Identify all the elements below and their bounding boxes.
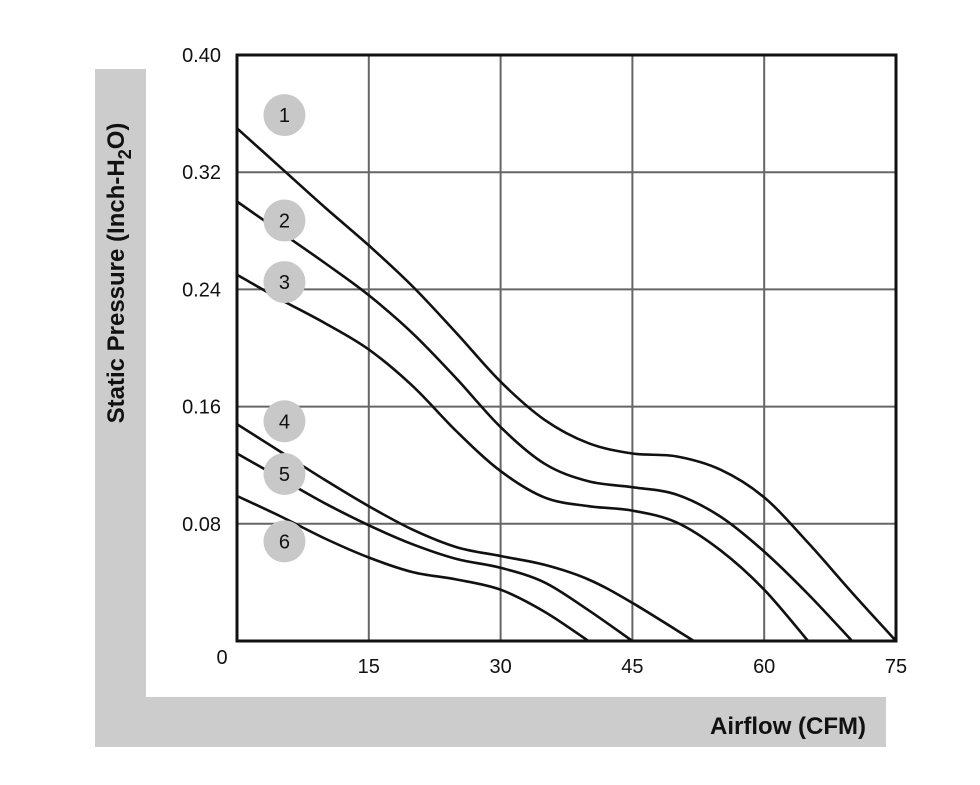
curve-badge-5 xyxy=(263,452,306,495)
x-axis-title: Airflow (CFM) xyxy=(710,713,866,740)
series-line-4 xyxy=(235,422,696,643)
series-line-2 xyxy=(235,200,854,643)
y-tick-label: 0.16 xyxy=(182,397,221,419)
y-tick-labels: 0.40 0.32 0.24 0.16 0.08 xyxy=(182,45,221,536)
curve-badge-6 xyxy=(263,520,306,563)
curve-badge-label: 6 xyxy=(279,531,290,553)
x-tick-label: 45 xyxy=(621,656,643,678)
axis-title-band xyxy=(95,69,886,747)
grid xyxy=(237,55,896,641)
y-axis-band xyxy=(95,69,146,747)
x-tick-label: 0 xyxy=(216,647,227,669)
curve-badges: 1 2 3 4 5 6 xyxy=(263,94,306,563)
y-axis-title: Static Pressure (Inch-H2O) xyxy=(103,123,135,424)
series-layer xyxy=(235,127,898,643)
curve-badge-label: 1 xyxy=(279,105,290,127)
x-tick-label: 75 xyxy=(885,656,907,678)
curve-badge-label: 3 xyxy=(279,272,290,294)
y-axis-title-end: O) xyxy=(103,123,130,150)
series-line-3 xyxy=(235,273,810,643)
curve-badge-4 xyxy=(263,400,306,443)
series-line-1 xyxy=(235,127,898,643)
curve-badge-label: 2 xyxy=(279,211,290,233)
x-axis-band xyxy=(95,697,886,747)
series-line-5 xyxy=(235,452,634,643)
curve-badge-label: 5 xyxy=(279,464,290,486)
x-tick-label: 30 xyxy=(489,656,511,678)
curve-badge-1 xyxy=(263,94,306,137)
series-line-6 xyxy=(235,494,590,643)
x-tick-labels: 0 15 30 45 60 75 xyxy=(216,647,907,678)
x-tick-label: 60 xyxy=(753,656,775,678)
y-tick-label: 0.24 xyxy=(182,279,221,301)
curve-badge-label: 4 xyxy=(279,411,290,433)
curve-badge-2 xyxy=(263,199,306,242)
y-tick-label: 0.08 xyxy=(182,514,221,536)
y-axis-title-subscript: 2 xyxy=(115,149,135,159)
y-tick-label: 0.32 xyxy=(182,162,221,184)
x-tick-label: 15 xyxy=(358,656,380,678)
y-tick-label: 0.40 xyxy=(182,45,221,67)
plot-frame xyxy=(235,53,898,643)
y-axis-title-main: Static Pressure (Inch-H xyxy=(103,159,130,423)
curve-badge-3 xyxy=(263,261,306,304)
